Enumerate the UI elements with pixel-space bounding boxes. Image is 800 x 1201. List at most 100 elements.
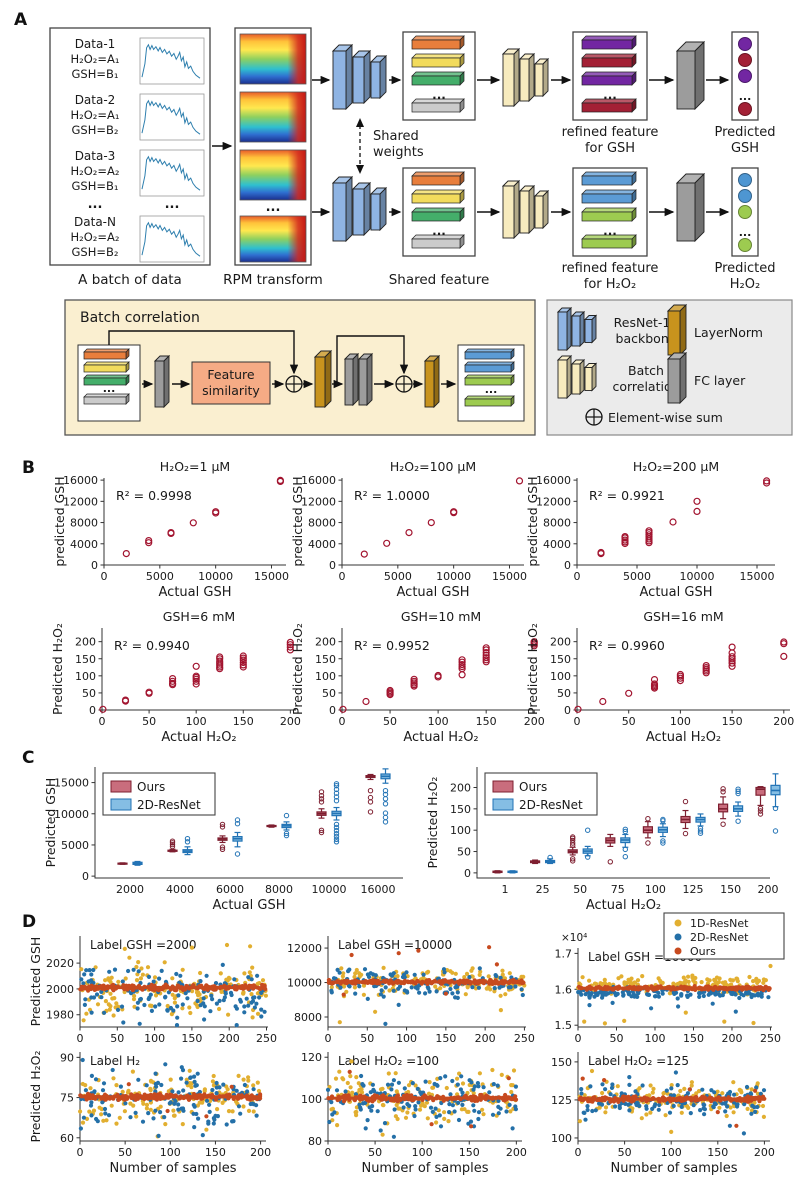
y-tick-label: 8000 [294, 1011, 322, 1024]
x-tick-label: 200 [250, 1146, 271, 1159]
plot-b5: 0 50 100 150 200 0 50 100 150 200 Actual H₂O₂ Predi… [290, 609, 545, 745]
x-tick-label: 200 [758, 883, 779, 896]
x-tick-label: 250 [760, 1032, 781, 1045]
ellipsis: ... [603, 88, 617, 102]
y-tick-label: 90 [60, 1051, 74, 1064]
box-Ours [717, 786, 729, 827]
x-tick-label: 0 [575, 1146, 582, 1159]
y-tick-label: 125 [551, 1094, 572, 1107]
panel-a-architecture-diagram: Data-1H₂O₂=A₁GSH=B₁Data-2H₂O₂=A₁GSH=B₂Da… [49, 27, 793, 436]
box-Ours [567, 834, 578, 864]
box-2D-ResNet [331, 781, 342, 845]
scatter-points [99, 638, 294, 713]
y-tick-label: 0 [329, 704, 336, 717]
plot-title: GSH=16 mM [643, 609, 723, 624]
data-entry-name: Data-N [74, 215, 116, 229]
data-entry-name: Data-3 [75, 149, 116, 163]
skip-connection-arrow [336, 335, 409, 384]
y-tick-label: 2000 [46, 983, 74, 996]
x-axis-label: Actual H₂O₂ [646, 730, 721, 745]
panel-label-c: C [22, 748, 35, 768]
y-tick-label: 50 [457, 846, 471, 859]
plot-title: Label GSH =10000 [338, 938, 452, 952]
x-tick-label: 200 [773, 715, 794, 728]
plot-d5: 0 50 100 150 200 80 100 120 Number of samples Lab… [301, 1051, 527, 1176]
y-tick-label: 200 [550, 636, 571, 649]
panel-label-d: D [22, 912, 37, 932]
x-tick-label: 200 [475, 1032, 496, 1045]
x-tick-label: 10000 [436, 570, 471, 583]
x-tick-label: 100 [396, 1032, 417, 1045]
y-tick-label: 150 [315, 653, 336, 666]
scatter-points [339, 638, 538, 713]
y-tick-label: 1.5 [555, 1019, 573, 1032]
y-tick-label: 0 [564, 704, 571, 717]
series-Ours [326, 945, 526, 997]
y-tick-label: 100 [551, 1132, 572, 1145]
plot-title: GSH=6 mM [163, 609, 235, 624]
y-tick-label: 12000 [287, 942, 322, 955]
x-tick-label: 8000 [265, 883, 293, 896]
box-Ours [117, 862, 128, 865]
ellipsis: ... [88, 197, 103, 212]
x-axis-label: Actual GSH [397, 585, 470, 600]
plot-b2: 0 5000 10000 15000 0 4000 8000 12000 16000 Actual… [290, 459, 527, 600]
caption-predicted-gsh: GSH [731, 141, 759, 156]
x-tick-label: 100 [412, 1146, 433, 1159]
legend-resnet-label: backbone [616, 331, 677, 346]
ellipsis: ... [739, 226, 752, 239]
legend-item-label: Ours [690, 945, 716, 958]
x-tick-label: 10000 [680, 570, 715, 583]
caption-refined-gsh: refined feature [562, 125, 659, 140]
caption-predicted-gsh: Predicted [714, 125, 775, 140]
ellipsis: ... [432, 88, 446, 102]
ellipsis: ... [432, 224, 446, 238]
x-tick-label: 150 [476, 715, 497, 728]
spectrum-mini-chart [139, 215, 205, 263]
y-axis-label: predicted GSH [52, 476, 67, 566]
plot-title: H₂O₂=100 μM [390, 459, 476, 474]
legend-item-label: 2D-ResNet [137, 798, 201, 812]
legend-fc-label: FC layer [694, 373, 746, 388]
r2-annotation: R² = 0.9998 [116, 488, 192, 503]
plot-legend: Ours 2D-ResNet [484, 772, 598, 816]
x-tick-label: 0 [574, 715, 581, 728]
x-axis-label: Actual H₂O₂ [586, 898, 661, 912]
legend-item-label: 2D-ResNet [519, 798, 583, 812]
plot-title: Label H₂O₂ =100 [338, 1054, 439, 1068]
x-tick-label: 50 [383, 715, 397, 728]
x-tick-label: 0 [77, 1146, 84, 1159]
x-tick-label: 0 [339, 715, 346, 728]
y-tick-label: 12000 [301, 495, 336, 508]
x-axis-label: Actual H₂O₂ [403, 730, 478, 745]
y-tick-label: 16000 [536, 474, 571, 487]
x-tick-label: 100 [661, 1146, 682, 1159]
x-tick-label: 1 [502, 883, 509, 896]
x-tick-label: 0 [339, 570, 346, 583]
box-Ours [217, 821, 228, 852]
series-Ours [326, 1069, 519, 1129]
x-tick-label: 50 [368, 1146, 382, 1159]
y-tick-label: 200 [75, 636, 96, 649]
data-entry-gsh: GSH=B₁ [72, 67, 119, 81]
box-2D-ResNet [770, 773, 781, 834]
y-tick-label: 150 [550, 653, 571, 666]
y-tick-label: 12000 [63, 495, 98, 508]
y-tick-label: 200 [315, 636, 336, 649]
plot-title: Label GSH =2000 [90, 938, 197, 952]
plot-title: Label H₂ [90, 1054, 140, 1068]
x-axis-label: Actual GSH [213, 898, 286, 912]
x-tick-label: 0 [101, 570, 108, 583]
x-tick-label: 10000 [198, 570, 233, 583]
y-tick-label: 0 [91, 559, 98, 572]
series-Ours [577, 1076, 767, 1128]
shared-weights-label: Shared [373, 129, 419, 144]
y-tick-label: 0 [464, 867, 471, 880]
box-2D-ResNet [380, 768, 391, 825]
x-tick-label: 50 [142, 715, 156, 728]
y-axis-label: Predicted H₂O₂ [290, 623, 305, 715]
x-tick-label: 150 [683, 1032, 704, 1045]
shared-weights-label: weights [373, 145, 424, 160]
